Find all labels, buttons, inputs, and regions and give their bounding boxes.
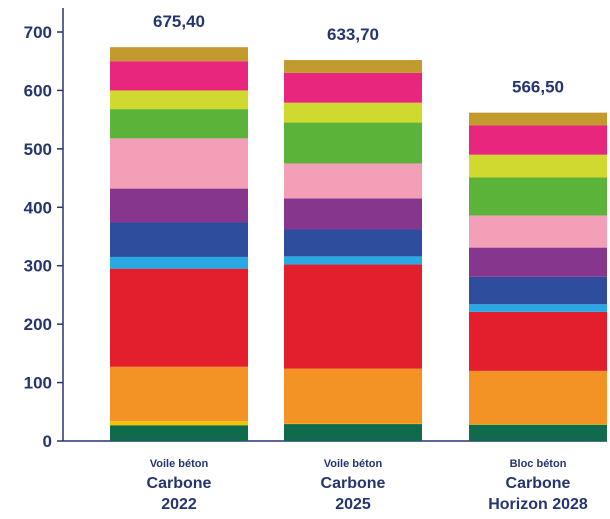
category-label-line3: 2025 [335,496,371,513]
bar-segment [469,154,607,178]
bar-segment [110,109,248,139]
y-tick-label: 600 [24,81,52,100]
bar-segment [110,138,248,189]
bar-segment [110,425,248,441]
category-label-line1: Bloc béton [510,458,567,470]
bar-segment [284,72,422,103]
y-tick-label: 400 [24,198,52,217]
bar-segment [110,61,248,91]
bar-segment [469,276,607,305]
bar-segment [110,90,248,110]
y-tick-label: 300 [24,257,52,276]
category-label-line2: Carbone [506,475,571,492]
category-label-line1: Voile béton [150,458,209,470]
bar-segment [284,229,422,257]
bar-segment [284,424,422,441]
bar-segment [110,421,248,426]
bars [110,47,607,441]
category-label-line2: Carbone [147,475,212,492]
bar-segment [469,215,607,248]
bar-total-label: 566,50 [512,78,564,97]
bar-segment [469,125,607,155]
category-label-line3: 2022 [161,496,197,513]
bar-segment [469,247,607,277]
bar-segment [284,122,422,164]
bar-segment [284,60,422,73]
y-tick-label: 500 [24,140,52,159]
bar-segment [110,256,248,269]
labels: 675,40 Voile béton Carbone 2022 633,70 Voile … [147,12,588,513]
bar-segment [284,368,422,424]
bar-total-label: 675,40 [153,12,205,31]
bar-segment [469,311,607,371]
bar-segment [110,47,248,62]
bar-total-label: 633,70 [327,25,379,44]
y-tick-label: 0 [43,432,52,451]
y-tick-label: 700 [24,23,52,42]
bar-segment [469,112,607,126]
bar-segment [284,423,422,425]
bar-segment [284,102,422,123]
bar-segment [469,424,607,425]
bar-segment [110,268,248,367]
bar-segment [469,424,607,441]
bar-segment [284,264,422,369]
bar-segment [469,304,607,312]
axes: 0 100 200 300 400 500 600 700 [24,8,607,451]
y-tick-label: 200 [24,315,52,334]
y-tick-label: 100 [24,374,52,393]
category-label-line3: Horizon 2028 [488,496,588,513]
bar-segment [284,163,422,199]
bar-segment [284,256,422,265]
bar-segment [110,222,248,257]
bar-segment [110,188,248,223]
category-label-line2: Carbone [321,475,386,492]
category-label-line1: Voile béton [324,458,383,470]
bar-segment [469,370,607,425]
bar-segment [469,177,607,216]
bar-segment [284,198,422,230]
bar-segment [110,366,248,422]
